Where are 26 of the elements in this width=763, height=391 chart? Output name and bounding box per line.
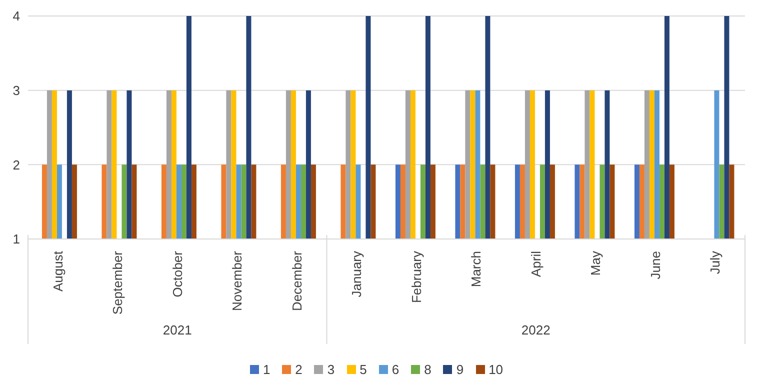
legend-label: 8	[423, 362, 432, 376]
x-tick-label: June	[648, 251, 663, 280]
legend-label: 3	[326, 362, 335, 376]
x-tick-label: September	[110, 250, 126, 315]
x-tick-label: August	[50, 250, 66, 292]
x-tick-label: April	[528, 250, 544, 278]
y-tick-label: 1	[12, 232, 20, 247]
x-tick-label: October	[170, 250, 185, 298]
x-tick-label: December	[289, 250, 304, 311]
legend-label: 5	[358, 362, 367, 376]
y-tick-label: 4	[12, 8, 20, 24]
x-tick-label: May	[588, 250, 604, 276]
x-tick-label: January	[349, 250, 364, 298]
text: 2021	[162, 322, 192, 338]
x-tick-label: February	[408, 250, 424, 304]
y-tick-label: 2	[12, 157, 20, 172]
y-tick-label: 3	[12, 82, 20, 98]
x-tick-label: July	[708, 250, 723, 274]
x-tick-label: March	[468, 251, 484, 288]
x-tick-label: November	[230, 250, 245, 311]
legend-label: 10	[488, 362, 504, 376]
legend-label: 2	[294, 362, 302, 376]
legend-label: 9	[455, 362, 464, 376]
legend-label: 6	[390, 362, 400, 376]
text: 2022	[521, 322, 550, 338]
legend-label: 1	[262, 362, 270, 376]
